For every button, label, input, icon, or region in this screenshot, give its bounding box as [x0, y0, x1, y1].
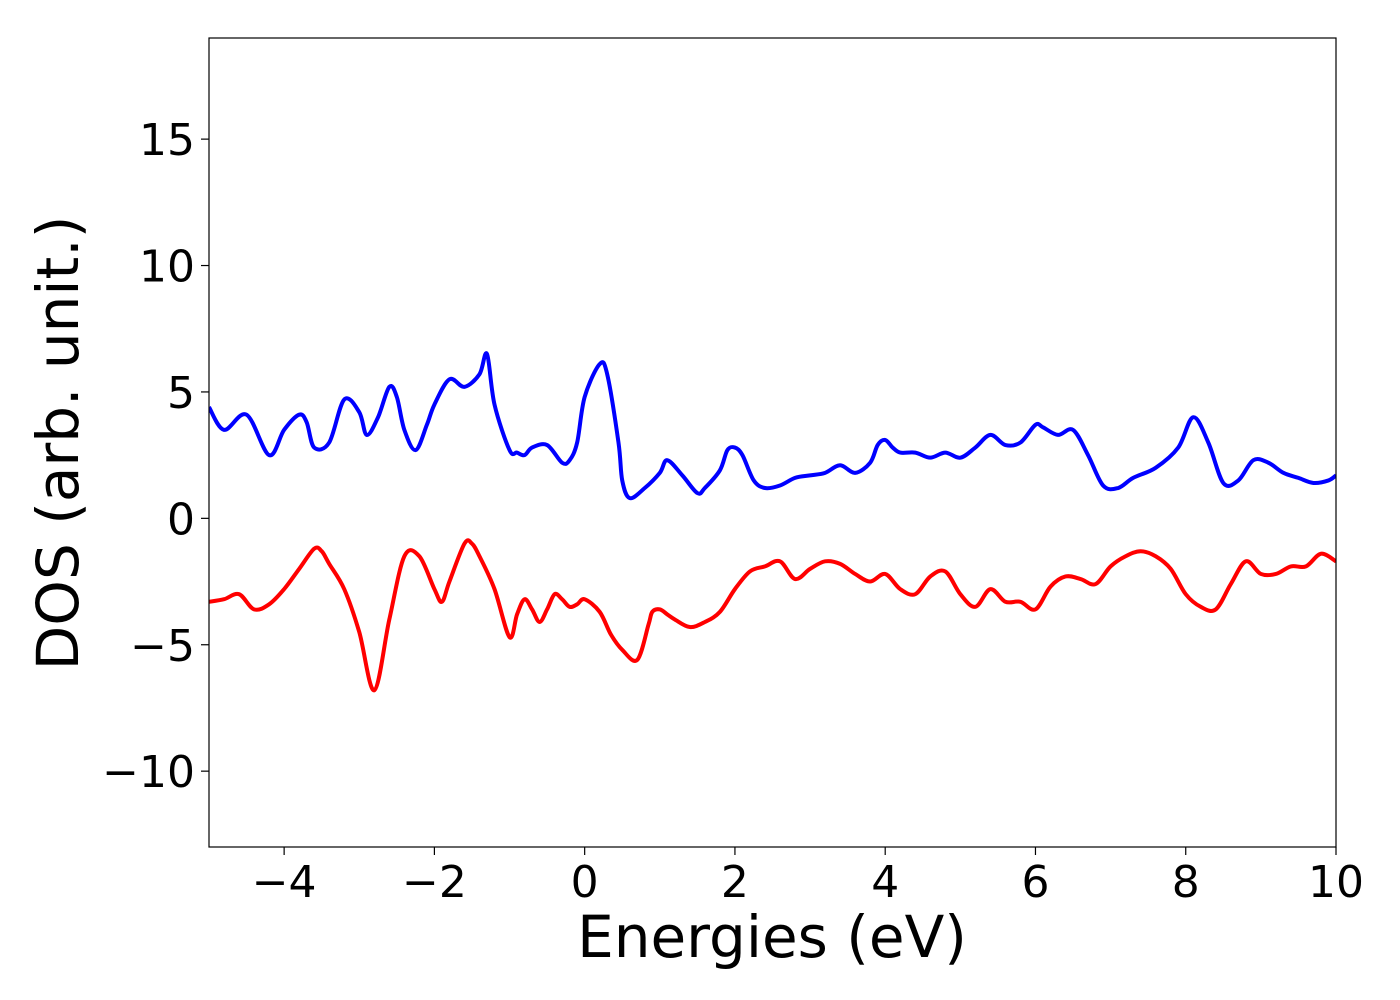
x-tick-label: 2	[721, 857, 749, 908]
y-axis-label: DOS (arb. unit.)	[24, 216, 92, 671]
x-tick-label: −4	[252, 857, 317, 908]
x-tick-label: 8	[1172, 857, 1200, 908]
x-tick-label: 6	[1021, 857, 1049, 908]
x-axis-label: Energies (eV)	[577, 903, 967, 971]
x-tick-label: 4	[871, 857, 899, 908]
plot-frame	[208, 37, 1337, 848]
series-layer	[209, 351, 1336, 693]
y-tick-label: 0	[167, 494, 195, 545]
y-tick-label: −10	[102, 747, 195, 798]
series-line-2	[209, 538, 1336, 693]
y-tick-label: −5	[130, 621, 195, 672]
plot-area	[208, 37, 1337, 848]
x-tick-label: 10	[1308, 857, 1364, 908]
x-axis: −4 −2 0 2 4 6 8 10	[252, 847, 1364, 908]
y-axis: −10 −5 0 5 10 15	[102, 115, 209, 798]
y-tick-label: 15	[139, 115, 195, 166]
y-tick-label: 10	[139, 242, 195, 293]
x-tick-label: 0	[571, 857, 599, 908]
y-tick-label: 5	[167, 368, 195, 419]
x-tick-label: −2	[402, 857, 467, 908]
series-line-1	[209, 351, 1336, 501]
